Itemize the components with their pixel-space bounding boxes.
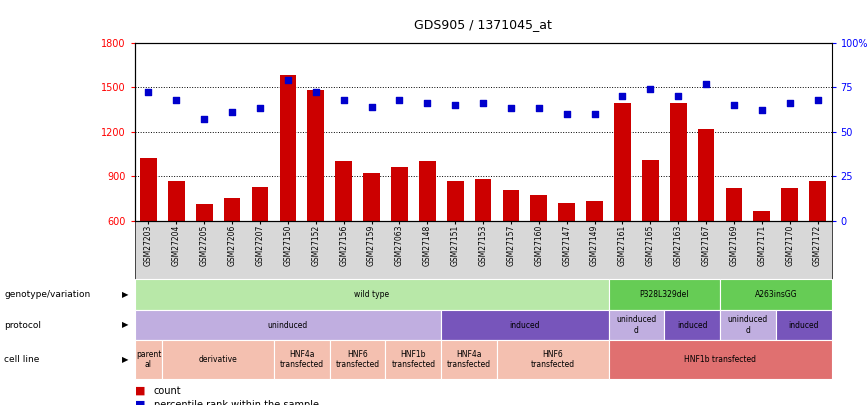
Point [309,89,323,96]
Text: ▶: ▶ [122,290,128,299]
Bar [614,103,631,310]
Point [643,85,657,92]
Text: percentile rank within the sample: percentile rank within the sample [154,400,319,405]
Text: HNF6
transfected: HNF6 transfected [530,350,575,369]
Bar [363,173,380,310]
Point [588,111,602,117]
Bar [558,203,575,310]
Text: ■: ■ [135,386,145,396]
Point [699,80,713,87]
Text: GDS905 / 1371045_at: GDS905 / 1371045_at [414,18,552,31]
Text: uninduced
d: uninduced d [616,315,656,335]
Point [281,77,295,83]
Point [197,116,211,122]
Bar [698,129,714,310]
Text: HNF4a
transfected: HNF4a transfected [279,350,324,369]
Text: count: count [154,386,181,396]
Bar [809,181,826,310]
Text: induced: induced [677,320,707,330]
Bar [140,158,157,310]
Text: derivative: derivative [199,355,238,364]
Bar [475,179,491,310]
Bar [447,181,464,310]
Point [615,93,629,99]
Point [337,96,351,103]
Bar [252,187,268,310]
Point [560,111,574,117]
Bar [419,161,436,310]
Point [225,109,239,115]
Point [783,100,797,107]
Bar [335,161,352,310]
Text: uninduced: uninduced [267,320,308,330]
Bar [642,160,659,310]
Text: HNF6
transfected: HNF6 transfected [336,350,379,369]
Text: A263insGG: A263insGG [754,290,797,299]
Text: ■: ■ [135,400,145,405]
Text: ▶: ▶ [122,320,128,330]
Text: cell line: cell line [4,355,40,364]
Point [392,96,406,103]
Bar [781,188,798,310]
Point [169,96,183,103]
Point [811,96,825,103]
Point [671,93,685,99]
Bar [307,90,324,310]
Text: induced: induced [510,320,540,330]
Bar [670,103,687,310]
Point [253,105,267,112]
Point [420,100,434,107]
Bar [391,167,408,310]
Point [365,103,378,110]
Text: P328L329del: P328L329del [640,290,689,299]
Text: parent
al: parent al [135,350,161,369]
Point [477,100,490,107]
Text: uninduced
d: uninduced d [727,315,768,335]
Point [727,102,741,108]
Text: HNF1b
transfected: HNF1b transfected [391,350,436,369]
Text: protocol: protocol [4,320,42,330]
Bar [196,205,213,310]
Text: induced: induced [788,320,819,330]
Text: wild type: wild type [354,290,389,299]
Point [532,105,546,112]
Point [448,102,462,108]
Bar [586,200,603,310]
Bar [279,75,296,310]
Bar [168,181,185,310]
Text: HNF1b transfected: HNF1b transfected [684,355,756,364]
Bar [726,188,742,310]
Bar [530,196,547,310]
Bar [224,198,240,310]
Bar [503,190,519,310]
Point [755,107,769,113]
Text: genotype/variation: genotype/variation [4,290,90,299]
Text: HNF4a
transfected: HNF4a transfected [447,350,491,369]
Point [141,89,155,96]
Bar [753,211,770,310]
Point [504,105,518,112]
Text: ▶: ▶ [122,355,128,364]
